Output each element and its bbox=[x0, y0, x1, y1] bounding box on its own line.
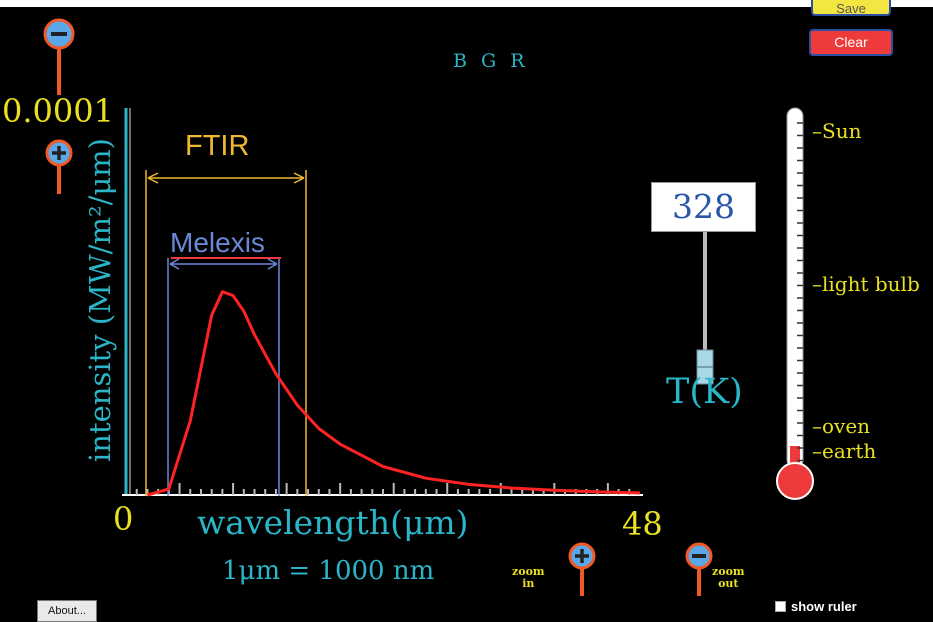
melexis-range-marker bbox=[167, 258, 280, 496]
intensity-zoom-in-handle[interactable] bbox=[42, 138, 78, 196]
wavelength-zoom-in-handle[interactable] bbox=[567, 541, 599, 597]
thermometer-label-earth: –earth bbox=[812, 439, 877, 463]
ftir-left-arrow bbox=[147, 172, 159, 184]
temperature-unit-label: T(K) bbox=[666, 372, 743, 412]
show-ruler-label: show ruler bbox=[791, 599, 857, 614]
plus-icon bbox=[575, 549, 589, 563]
x-axis-min-label: 0 bbox=[113, 500, 134, 538]
save-button[interactable]: Save bbox=[811, 0, 891, 16]
thermometer-label-oven: –oven bbox=[812, 414, 871, 438]
clear-button[interactable]: Clear bbox=[809, 29, 893, 56]
melexis-left-arrow bbox=[169, 258, 180, 270]
melexis-right-arrow bbox=[267, 258, 278, 270]
y-axis-max-label: 0.0001 bbox=[2, 92, 114, 130]
ftir-right-arrow bbox=[293, 172, 305, 184]
thermometer-tube bbox=[786, 107, 804, 469]
zoom-in-label: zoom in bbox=[512, 565, 545, 590]
thermometer-bulb bbox=[776, 462, 814, 500]
x-axis-label: wavelength(μm) bbox=[197, 503, 469, 542]
intensity-zoom-out-handle[interactable] bbox=[42, 17, 78, 97]
thermometer-label-sun: –Sun bbox=[812, 119, 862, 143]
thermometer-mercury bbox=[790, 446, 800, 476]
spectrum-curve bbox=[147, 290, 641, 497]
temperature-readout: 328 bbox=[651, 182, 756, 232]
minus-icon bbox=[692, 554, 706, 558]
ftir-label: FTIR bbox=[185, 130, 250, 162]
x-axis-max-label: 48 bbox=[622, 505, 663, 543]
plus-icon bbox=[52, 146, 66, 160]
show-ruler-checkbox[interactable] bbox=[775, 601, 786, 612]
about-button[interactable]: About... bbox=[37, 600, 97, 622]
thermometer bbox=[776, 107, 814, 500]
show-ruler-control[interactable]: show ruler bbox=[775, 599, 857, 614]
zoom-out-label: zoom out bbox=[712, 565, 745, 590]
bgr-indicator: B G R bbox=[453, 50, 529, 72]
window-top-edge bbox=[0, 0, 933, 7]
ftir-range-marker bbox=[145, 170, 307, 496]
unit-conversion-note: 1μm = 1000 nm bbox=[222, 556, 435, 586]
minus-icon bbox=[51, 32, 67, 36]
temperature-slider[interactable] bbox=[690, 232, 720, 392]
thermometer-label-light-bulb: –light bulb bbox=[812, 272, 920, 296]
thermometer-ticks bbox=[797, 122, 803, 462]
melexis-label: Melexis bbox=[170, 227, 265, 258]
wavelength-zoom-out-handle[interactable] bbox=[684, 541, 716, 597]
